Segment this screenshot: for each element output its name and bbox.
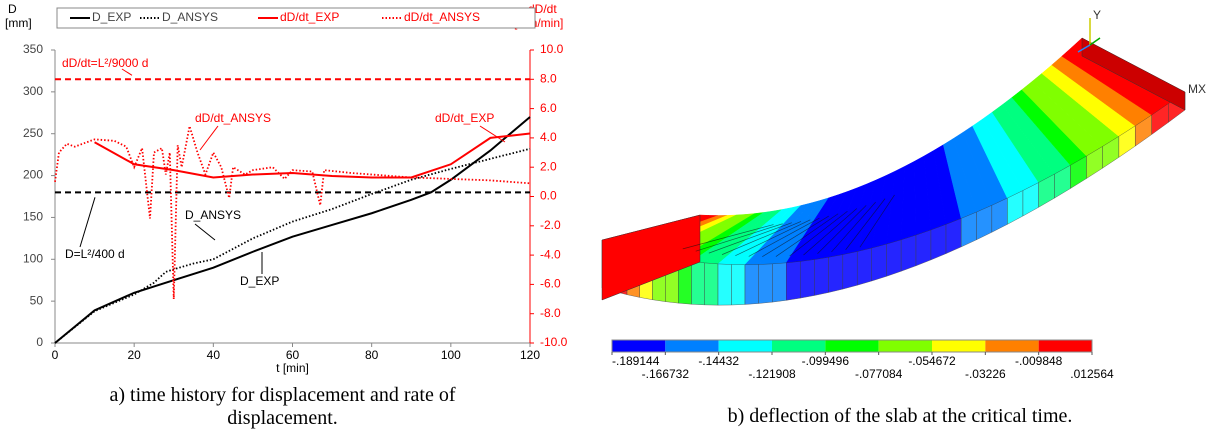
slab-side bbox=[886, 240, 901, 277]
slab-side bbox=[961, 212, 976, 247]
y-tick-label: 200 bbox=[23, 168, 43, 182]
triad-x bbox=[1090, 38, 1100, 45]
x-tick-label: 20 bbox=[127, 348, 141, 362]
slab-side bbox=[843, 251, 857, 289]
colorbar-segment bbox=[719, 340, 772, 352]
y-tick-label: 0 bbox=[36, 335, 43, 349]
slab-side bbox=[829, 255, 843, 293]
colorbar-tick-label: -.189144 bbox=[612, 354, 660, 368]
y-axis-label: [mm] bbox=[5, 16, 32, 30]
slab-side bbox=[786, 261, 800, 300]
x-tick-label: 100 bbox=[441, 348, 461, 362]
colorbar-segment bbox=[665, 340, 718, 352]
colorbar-segment bbox=[932, 340, 985, 352]
y-tick-label: 100 bbox=[23, 251, 43, 265]
y-tick-label: 350 bbox=[23, 42, 43, 56]
slab-side bbox=[731, 265, 745, 306]
slab-side bbox=[718, 264, 731, 305]
slab-side bbox=[814, 257, 828, 295]
colorbar-segment bbox=[985, 340, 1038, 352]
slab-side bbox=[691, 261, 704, 304]
slab-side bbox=[759, 264, 773, 304]
annotation-arrow bbox=[195, 224, 215, 240]
colorbar-tick-label: -.099496 bbox=[802, 354, 850, 368]
y-tick-label: 250 bbox=[23, 126, 43, 140]
colorbar-tick-label: .012564 bbox=[1070, 367, 1114, 381]
reference-arrow bbox=[80, 197, 95, 247]
legend-label: D_EXP bbox=[92, 10, 131, 24]
colorbar-segment bbox=[1039, 340, 1092, 352]
colorbar-segment bbox=[772, 340, 825, 352]
colorbar-tick-label: -.03226 bbox=[965, 367, 1006, 381]
x-tick-label: 60 bbox=[286, 348, 300, 362]
caption-b: b) deflection of the slab at the critica… bbox=[600, 405, 1200, 428]
slab-side bbox=[901, 235, 916, 271]
colorbar-segment bbox=[879, 340, 932, 352]
y2-tick-label: 0.0 bbox=[540, 189, 557, 203]
reference-label: D=L²/400 d bbox=[65, 247, 125, 261]
colorbar-tick-label: -.009848 bbox=[1015, 354, 1063, 368]
slab-side bbox=[745, 264, 759, 304]
slab-side bbox=[705, 263, 718, 305]
annotation: Y bbox=[1093, 8, 1101, 22]
series-line bbox=[55, 117, 530, 343]
annotation: D_EXP bbox=[240, 274, 279, 288]
annotation-arrow bbox=[200, 126, 218, 150]
legend-label: dD/dt_ANSYS bbox=[404, 10, 480, 24]
colorbar-tick-label: -.166732 bbox=[642, 367, 690, 381]
colorbar-tick-label: -.121908 bbox=[748, 367, 796, 381]
series-line bbox=[55, 126, 530, 299]
slab-side bbox=[857, 248, 872, 285]
slab-side bbox=[916, 230, 931, 266]
x-tick-label: 0 bbox=[52, 348, 59, 362]
slab-side bbox=[772, 263, 786, 302]
y2-tick-label: -6.0 bbox=[540, 277, 561, 291]
x-tick-label: 40 bbox=[207, 348, 221, 362]
y-tick-label: 150 bbox=[23, 210, 43, 224]
y2-tick-label: -10.0 bbox=[540, 335, 568, 349]
x-axis-label: t [min] bbox=[276, 361, 309, 375]
annotation-arrow bbox=[480, 126, 505, 142]
y2-tick-label: 8.0 bbox=[540, 71, 557, 85]
annotation: dD/dt_ANSYS bbox=[195, 111, 271, 125]
colorbar-segment bbox=[825, 340, 878, 352]
slab-side bbox=[800, 260, 814, 299]
colorbar-segment bbox=[612, 340, 665, 352]
caption-a: a) time history for displacement and rat… bbox=[60, 384, 505, 430]
annotation: dD/dt_EXP bbox=[435, 111, 494, 125]
y-tick-label: 300 bbox=[23, 84, 43, 98]
y-axis-label: D bbox=[8, 2, 17, 16]
y2-tick-label: -2.0 bbox=[540, 218, 561, 232]
x-tick-label: 120 bbox=[520, 348, 540, 362]
series-line bbox=[55, 149, 530, 343]
x-tick-label: 80 bbox=[365, 348, 379, 362]
colorbar-tick-label: -.14432 bbox=[698, 354, 739, 368]
y-tick-label: 50 bbox=[30, 293, 44, 307]
figure-canvas: 0 20 40 60 80 100 120 t [min] 0 50 100 150 200 250 300… bbox=[0, 0, 1207, 441]
colorbar-tick-label: -.054672 bbox=[908, 354, 956, 368]
series-line bbox=[95, 134, 530, 178]
slab-side bbox=[931, 224, 946, 260]
legend-label: dD/dt_EXP bbox=[280, 10, 339, 24]
reference-label: dD/dt=L²/9000 d bbox=[62, 56, 148, 70]
y2-tick-label: -8.0 bbox=[540, 306, 561, 320]
annotation: D_ANSYS bbox=[185, 208, 241, 222]
y2-tick-label: -4.0 bbox=[540, 247, 561, 261]
slab-side bbox=[946, 218, 961, 253]
slab-side bbox=[872, 244, 887, 281]
y2-tick-label: 10.0 bbox=[540, 42, 564, 56]
figure: 0 20 40 60 80 100 120 t [min] 0 50 100 150 200 250 300… bbox=[0, 0, 1207, 441]
colorbar-tick-label: -.077084 bbox=[855, 367, 903, 381]
legend-label: D_ANSYS bbox=[162, 10, 218, 24]
y2-tick-label: 4.0 bbox=[540, 130, 557, 144]
annotation: MX bbox=[1188, 82, 1206, 96]
y2-tick-label: 2.0 bbox=[540, 159, 557, 173]
y2-tick-label: 6.0 bbox=[540, 101, 557, 115]
